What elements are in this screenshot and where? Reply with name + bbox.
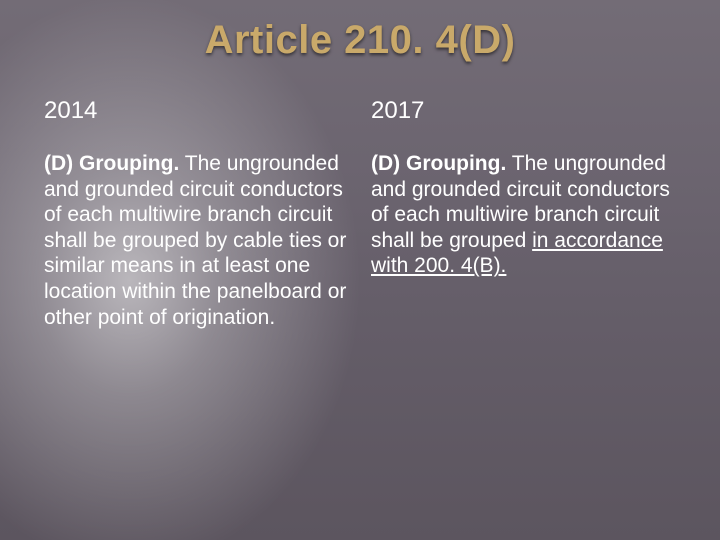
right-column: 2017 (D) Grouping. The ungrounded and gr… [371,97,676,330]
left-body-text: (D) Grouping. The ungrounded and grounde… [44,151,349,330]
slide-title: Article 210. 4(D) [44,18,676,63]
left-year-heading: 2014 [44,97,349,125]
slide: Article 210. 4(D) 2014 (D) Grouping. The… [0,0,720,540]
two-column-layout: 2014 (D) Grouping. The ungrounded and gr… [44,97,676,330]
left-paragraph: The ungrounded and grounded circuit cond… [44,152,346,329]
right-subheading: (D) Grouping. [371,152,506,175]
left-column: 2014 (D) Grouping. The ungrounded and gr… [44,97,349,330]
right-body-text: (D) Grouping. The ungrounded and grounde… [371,151,676,279]
left-subheading: (D) Grouping. [44,152,179,175]
right-year-heading: 2017 [371,97,676,125]
